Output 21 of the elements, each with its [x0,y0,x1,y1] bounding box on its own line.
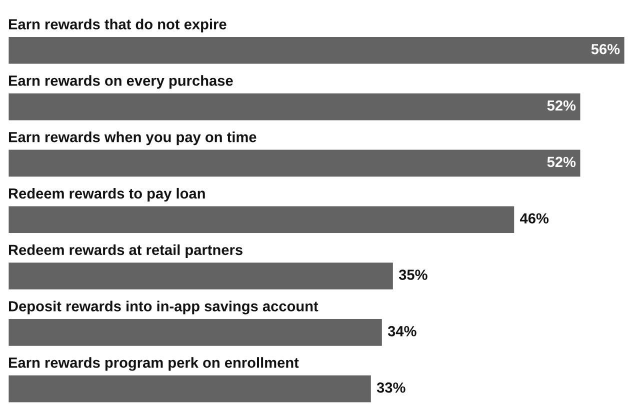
y-tick-label: Redeem rewards at retail partners [8,244,242,258]
data-label: 33% [376,382,406,393]
bar [8,36,625,66]
y-tick-label: Earn rewards on every purchase [8,75,233,89]
data-label: 34% [388,326,416,336]
bar [8,204,516,234]
bar [8,318,384,348]
bar [8,374,372,404]
bar [8,148,582,178]
bar [8,92,582,122]
y-tick-label: Earn rewards program perk on enrollment [8,357,299,371]
data-label: 52% [547,156,576,168]
data-label: 35% [398,270,428,280]
y-tick-label: Deposit rewards into in-app savings account [8,300,318,314]
data-label: 46% [520,213,549,224]
bar [8,261,394,291]
y-tick-label: Redeem rewards to pay loan [8,188,205,202]
data-label: 56% [591,44,620,54]
y-tick-label: Earn rewards that do not expire [8,18,226,32]
y-tick-label: Earn rewards when you pay on time [8,132,256,146]
data-label: 52% [547,100,576,111]
